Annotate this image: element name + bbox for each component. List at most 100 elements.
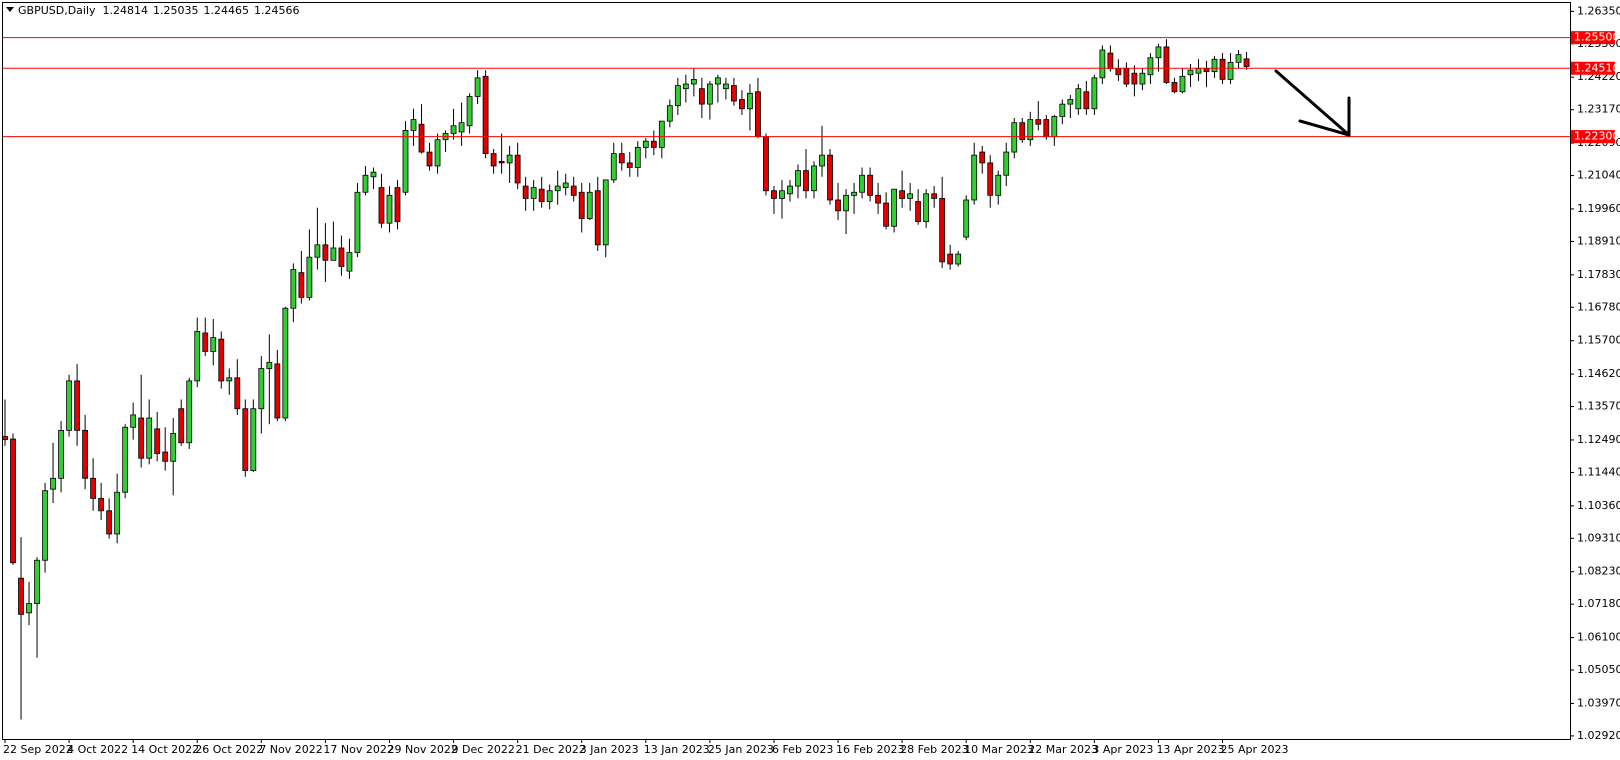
chart-header: GBPUSD,Daily 1.24814 1.25035 1.24465 1.24566	[18, 4, 300, 17]
candle-body	[474, 77, 481, 97]
candle-body	[114, 491, 121, 535]
candle-body	[410, 119, 417, 131]
candle-body	[1107, 52, 1114, 69]
x-tick-label: 10 Mar 2023	[964, 743, 1034, 756]
candle-body	[10, 438, 16, 564]
candle-body	[130, 414, 137, 428]
candle-body	[1011, 122, 1018, 153]
candle-body	[402, 130, 409, 193]
candle-body	[322, 244, 329, 261]
y-tick-label: 1.07180	[1577, 597, 1620, 610]
candle-body	[1187, 69, 1194, 76]
candle-body	[578, 191, 585, 219]
candle-body	[875, 194, 881, 204]
candle-body	[162, 451, 169, 462]
candle-body	[218, 338, 225, 382]
candle-body	[514, 154, 521, 184]
candle-body	[450, 125, 457, 134]
candle-body	[418, 123, 425, 153]
candle-body	[642, 140, 649, 148]
candle-body	[803, 170, 809, 192]
candle-body	[562, 182, 569, 189]
candle-body	[554, 185, 561, 192]
x-tick-label: 25 Jan 2023	[708, 743, 774, 756]
candle-body	[1003, 151, 1010, 176]
candle-body	[955, 253, 962, 265]
candle-body	[915, 201, 922, 223]
candle-body	[146, 417, 153, 459]
candle-body	[498, 160, 505, 164]
candle-body	[122, 426, 129, 493]
candle-body	[923, 193, 930, 223]
candle-body	[586, 191, 593, 219]
y-tick-label: 1.05050	[1577, 663, 1620, 676]
y-tick-label: 1.02920	[1577, 729, 1620, 742]
y-tick-label: 1.13570	[1577, 400, 1620, 413]
candle-body	[1035, 119, 1042, 125]
y-tick-label: 1.10360	[1577, 499, 1620, 512]
candle-body	[274, 363, 281, 419]
candle-body	[346, 252, 353, 272]
candle-body	[1171, 82, 1178, 93]
level-label-box	[1571, 31, 1615, 45]
candle-body	[674, 85, 681, 107]
collapse-icon[interactable]	[6, 7, 14, 12]
candle-body	[1179, 75, 1186, 93]
candle-body	[634, 147, 641, 168]
y-tick-label: 1.08230	[1577, 565, 1620, 578]
candle-body	[1059, 103, 1066, 117]
candle-body	[939, 198, 946, 263]
y-tick-label: 1.16780	[1577, 300, 1620, 313]
candle-body	[90, 477, 97, 499]
y-tick-label: 1.03970	[1577, 696, 1620, 709]
y-tick-label: 1.17830	[1577, 268, 1620, 281]
candle-body	[666, 105, 673, 122]
candle-body	[1195, 68, 1202, 74]
x-tick-label: 22 Mar 2023	[1028, 743, 1098, 756]
candle-body	[530, 187, 537, 199]
candle-body	[731, 85, 737, 102]
x-tick-label: 9 Dec 2022	[452, 743, 515, 756]
candle-body	[987, 162, 994, 196]
candle-body	[851, 191, 857, 196]
candle-body	[458, 122, 465, 133]
candle-body	[42, 490, 48, 561]
candle-body	[658, 120, 665, 148]
candle-body	[570, 185, 577, 196]
candle-body	[907, 193, 914, 199]
candle-body	[426, 151, 433, 167]
candle-body	[706, 83, 713, 105]
x-tick-label: 28 Feb 2023	[900, 743, 968, 756]
candle-body	[682, 83, 689, 90]
candle-body	[1043, 119, 1050, 137]
candle-body	[522, 185, 529, 199]
y-tick-label: 1.09310	[1577, 531, 1620, 544]
candle-body	[827, 154, 833, 201]
candle-body	[338, 247, 345, 267]
candle-body	[763, 136, 769, 192]
candle-body	[1211, 58, 1218, 73]
y-tick-label: 1.19960	[1577, 202, 1620, 215]
candle-body	[1019, 122, 1026, 141]
open-price: 1.24814	[103, 4, 149, 17]
candle-body	[1139, 72, 1146, 85]
candle-body	[178, 408, 185, 444]
candle-body	[602, 179, 609, 246]
candle-body	[58, 429, 64, 479]
candle-body	[626, 162, 633, 168]
candle-body	[546, 190, 553, 202]
candle-body	[362, 174, 369, 193]
level-label: 1.25500	[1574, 31, 1620, 44]
candle-body	[138, 417, 145, 459]
candle-body	[690, 78, 697, 85]
candle-body	[18, 577, 24, 615]
level-label-box	[1571, 130, 1615, 144]
candle-body	[250, 408, 257, 471]
candle-body	[1027, 119, 1034, 141]
candle-body	[1203, 68, 1210, 73]
direction-arrow	[1274, 69, 1351, 137]
candle-body	[1227, 61, 1234, 80]
candle-body	[819, 154, 825, 167]
candle-body	[282, 307, 289, 419]
candle-body	[490, 153, 497, 167]
